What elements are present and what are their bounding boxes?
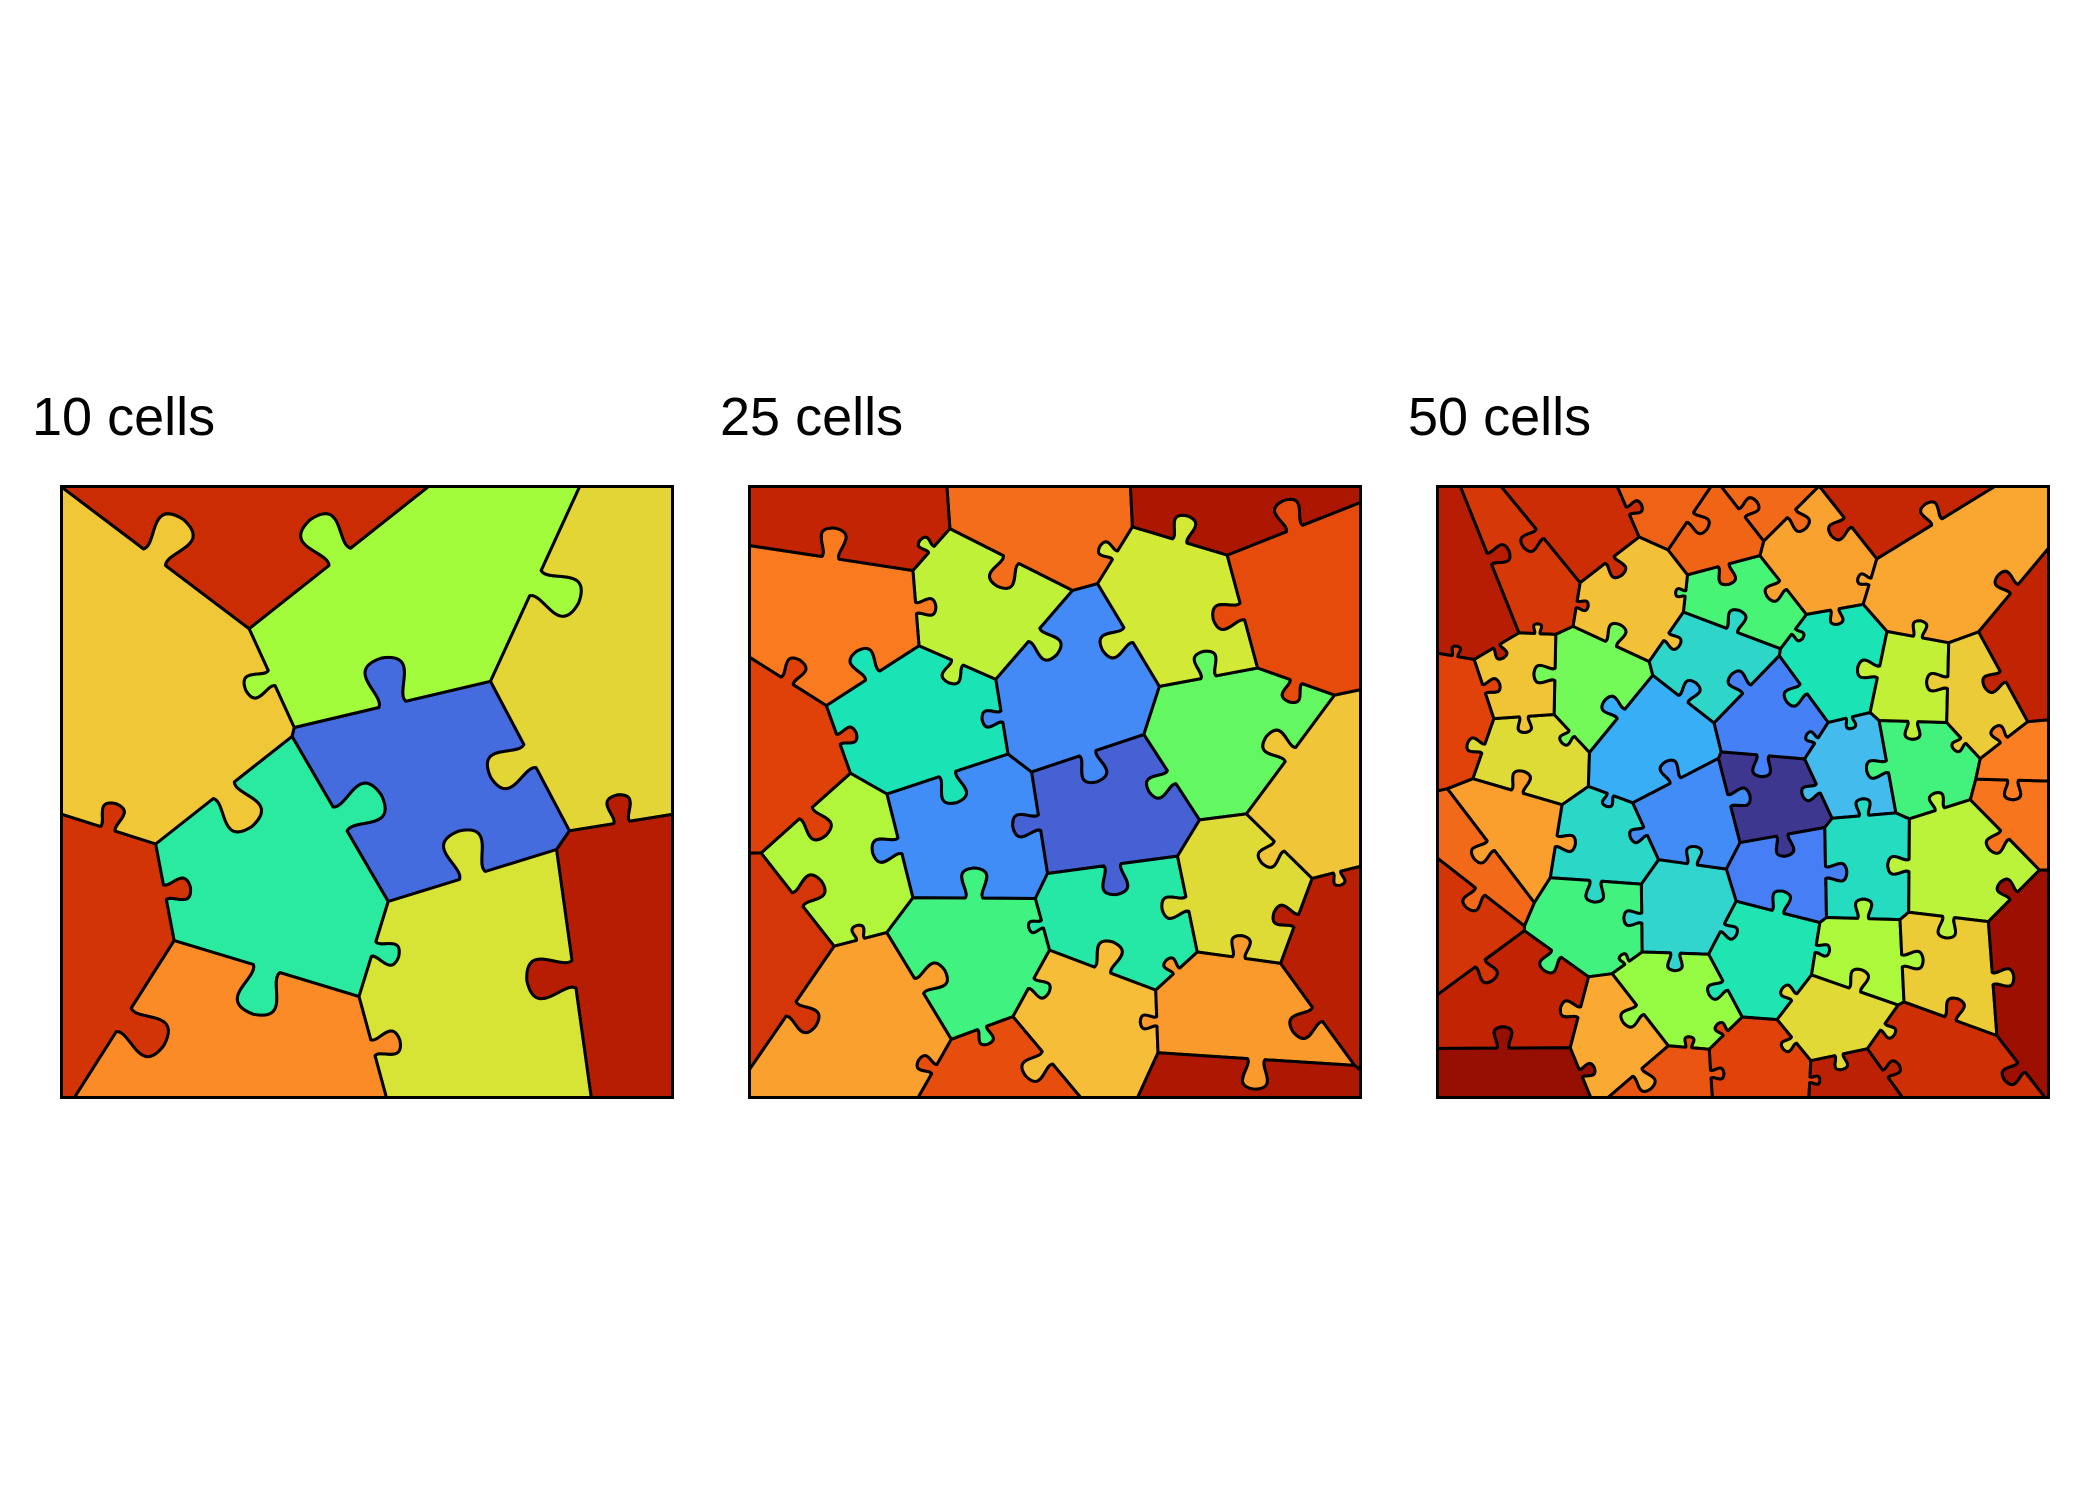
cell bbox=[1436, 855, 1526, 998]
jigsaw-tessellation-50 bbox=[1436, 485, 2050, 1099]
panel-title: 50 cells bbox=[1408, 387, 1592, 447]
cell bbox=[1271, 864, 1362, 1073]
cell bbox=[60, 485, 432, 631]
jigsaw-tessellation-10 bbox=[60, 485, 674, 1099]
cell bbox=[1436, 1025, 1597, 1099]
cells bbox=[748, 485, 1362, 1099]
panel-title: 10 cells bbox=[32, 387, 216, 447]
cell bbox=[1718, 485, 1821, 543]
panel-frame bbox=[1436, 485, 2050, 1099]
cell bbox=[1615, 485, 1714, 552]
cell bbox=[1135, 1051, 1362, 1099]
cells bbox=[60, 485, 674, 1099]
cell bbox=[60, 801, 192, 1099]
cell bbox=[915, 1015, 1084, 1099]
jigsaw-tessellation-25 bbox=[748, 485, 1362, 1099]
cell bbox=[1128, 485, 1362, 557]
cell bbox=[945, 485, 1134, 592]
cell bbox=[1977, 544, 2050, 724]
panel-frame bbox=[60, 485, 674, 1099]
cell bbox=[1974, 718, 2050, 802]
cells bbox=[1436, 485, 2050, 1099]
cell bbox=[748, 485, 952, 572]
cell bbox=[1807, 1047, 1905, 1099]
cell bbox=[1436, 485, 1521, 661]
cell bbox=[1986, 868, 2050, 1099]
cell bbox=[748, 851, 836, 1073]
cell bbox=[748, 654, 859, 855]
cell bbox=[525, 793, 674, 1099]
cell bbox=[1817, 485, 1999, 561]
panel-frame bbox=[748, 485, 1362, 1099]
cell bbox=[1604, 1035, 1726, 1099]
panel-title: 25 cells bbox=[720, 387, 904, 447]
